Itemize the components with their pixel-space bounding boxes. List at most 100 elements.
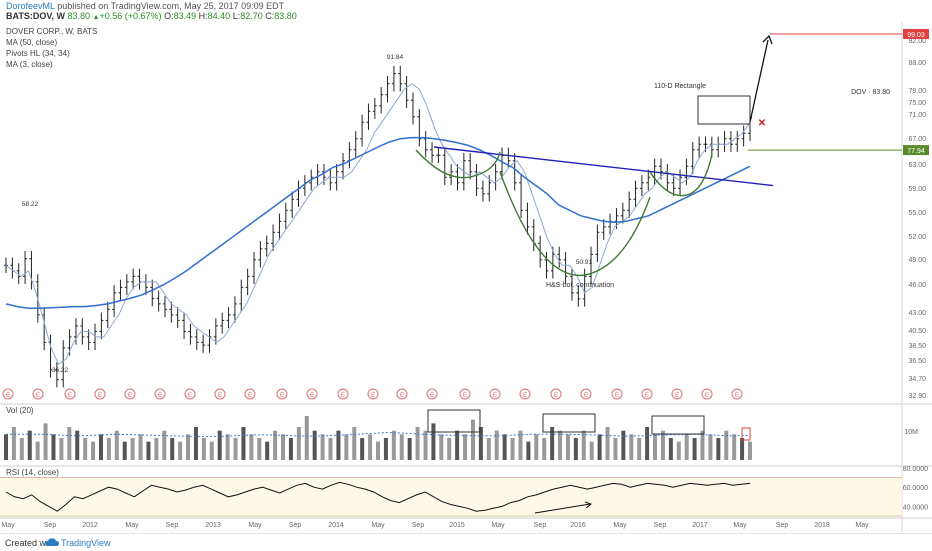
earnings-icon	[367, 388, 379, 400]
earnings-label: E	[341, 392, 346, 399]
publish-line: DorofeevML published on TradingView.com,…	[6, 1, 284, 11]
x-tick-label: Sep	[289, 522, 302, 529]
volume-bar	[281, 434, 286, 460]
earnings-label: E	[584, 392, 589, 399]
chart-header: DorofeevML published on TradingView.com,…	[0, 0, 932, 24]
earnings-icon	[184, 388, 196, 400]
x-tick-label: May	[613, 522, 627, 529]
published-text: published on TradingView.com, May 25, 20…	[54, 1, 285, 11]
x-tick-label: Sep	[44, 522, 57, 529]
volume-bar	[692, 438, 697, 460]
price-tick-label: 52.00	[908, 234, 926, 241]
rsi-band	[0, 477, 902, 516]
volume-bar	[233, 438, 238, 460]
volume-bar	[565, 434, 570, 460]
left-shoulder-arc	[415, 149, 501, 179]
x-tick-label: 2016	[570, 522, 586, 529]
earnings-label: E	[554, 392, 559, 399]
volume-bar	[431, 423, 436, 460]
volume-bar	[526, 441, 531, 460]
volume-bar	[613, 438, 618, 460]
volume-bar	[399, 434, 404, 460]
head-arc	[499, 171, 651, 277]
volume-bar	[75, 430, 80, 460]
volume-bar	[455, 430, 460, 460]
earnings-icon	[306, 388, 318, 400]
earnings-label: E	[705, 392, 710, 399]
x-tick-label: May	[491, 522, 505, 529]
x-tick-label: 2013	[205, 522, 221, 529]
earnings-label: E	[128, 392, 133, 399]
volume-bar	[91, 441, 96, 460]
volume-bar	[629, 434, 634, 460]
price-tick-label: 49.00	[908, 257, 926, 264]
volume-box	[542, 413, 596, 433]
tradingview-cloud-icon	[45, 538, 59, 546]
volume-bar	[668, 438, 673, 460]
volume-bar	[186, 434, 191, 460]
volume-bar	[439, 434, 444, 460]
neckline-trendline	[433, 146, 774, 187]
volume-bar	[193, 427, 198, 460]
volume-bar	[510, 438, 515, 460]
low-label: 36.22	[52, 367, 69, 374]
price-tick-label: 63.00	[908, 162, 926, 169]
ticker: BATS:DOV, W	[6, 11, 66, 21]
ohlc-open-label: O:	[164, 11, 174, 21]
volume-bar	[201, 438, 206, 460]
volume-bar	[486, 438, 491, 460]
volume-bar	[621, 430, 626, 460]
x-tick-label: 2015	[449, 522, 465, 529]
earnings-label: E	[615, 392, 620, 399]
volume-bar	[708, 434, 713, 460]
volume-bar	[19, 438, 24, 460]
tradingview-link[interactable]: TradingView	[61, 538, 111, 548]
rsi-tick-label: 80.0000	[903, 466, 928, 473]
x-tick-label: Sep	[534, 522, 547, 529]
rsi-pane: 80.0000 60.0000 40.0000	[0, 466, 928, 517]
volume-bar	[684, 434, 689, 460]
earnings-label: E	[218, 392, 223, 399]
volume-bar	[265, 441, 270, 460]
chart-canvas[interactable]: DOVER CORP., W, BATS MA (50, close) Pivo…	[0, 22, 932, 532]
moving-averages	[5, 83, 751, 366]
earnings-icon	[426, 388, 438, 400]
volume-bar	[296, 427, 301, 460]
target-price-tag	[903, 29, 929, 39]
rectangle-box	[697, 95, 751, 125]
volume-bar	[407, 438, 412, 460]
earnings-label: E	[675, 392, 680, 399]
x-tick-label: Sep	[166, 522, 179, 529]
earnings-icon	[550, 388, 562, 400]
earnings-label: E	[310, 392, 315, 399]
footer: Created with TradingView	[0, 533, 932, 551]
volume-bar	[716, 438, 721, 460]
ohlc-low-label: L:	[232, 11, 241, 21]
volume-bar	[138, 434, 143, 460]
price-tick-label: 46.00	[908, 282, 926, 289]
earnings-icon	[214, 388, 226, 400]
price-tick-label: 88.00	[908, 60, 926, 67]
volume-bar	[597, 434, 602, 460]
volume-bar	[470, 419, 475, 460]
volume-bar	[573, 438, 578, 460]
earnings-label: E	[158, 392, 163, 399]
support-price-tag	[903, 145, 929, 156]
price-tick-label: 40.50	[908, 328, 926, 335]
volume-bar	[653, 434, 658, 460]
volume-bar	[43, 423, 48, 460]
x-tick-label: May	[248, 522, 262, 529]
volume-bar	[4, 434, 8, 460]
earnings-icon	[124, 388, 136, 400]
volume-highlight	[741, 427, 751, 441]
volume-bar	[178, 441, 183, 460]
bottom-label: 50.91	[576, 259, 593, 266]
right-shoulder-arc	[649, 153, 713, 197]
publisher-link[interactable]: DorofeevML	[6, 1, 55, 11]
volume-bar	[415, 427, 420, 460]
ohlc-close-label: C:	[265, 11, 275, 21]
volume-bar	[589, 441, 594, 460]
dov-price-label: DOV · 83.80	[851, 89, 890, 96]
rsi-legend: RSI (14, close)	[6, 468, 59, 477]
ohlc-close-value: 83.80	[274, 11, 297, 21]
